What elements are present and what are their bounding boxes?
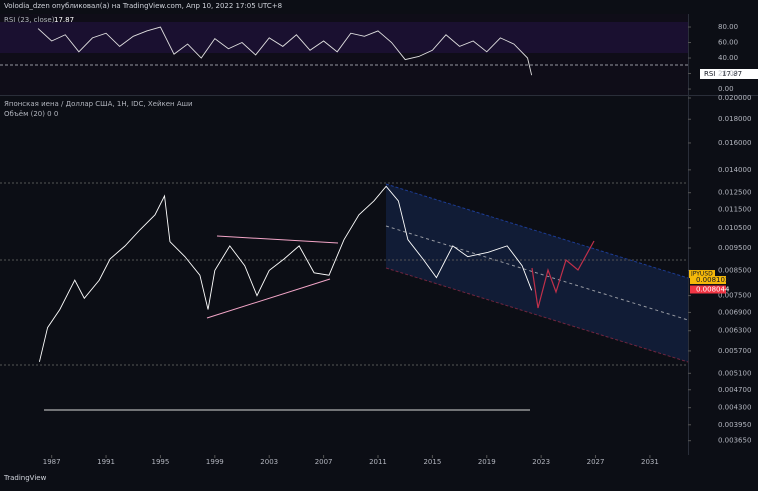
rsi-tick-label: 0.00 <box>718 85 734 93</box>
x-tick-label: 2015 <box>423 458 441 466</box>
x-tick-label: 2031 <box>641 458 659 466</box>
y-tick-label: 0.011500 <box>718 205 751 213</box>
rsi-badge <box>700 69 758 79</box>
x-tick-label: 2023 <box>532 458 550 466</box>
channel-mid <box>385 225 689 321</box>
rsi-tick-label: 40.00 <box>718 54 738 62</box>
y-tick-label: 0.018000 <box>718 115 751 123</box>
rsi-band <box>0 22 688 53</box>
last-price-badge <box>690 276 726 285</box>
rsi-legend-value: 17.87 <box>54 16 74 24</box>
y-tick-label: 0.008500 <box>718 266 751 274</box>
y-tick-label: 0.006900 <box>718 308 751 316</box>
trend-line <box>216 235 339 244</box>
rsi-tick-label: 20.00 <box>718 70 738 78</box>
x-tick-label: 2011 <box>369 458 387 466</box>
y-tick-label: 0.009500 <box>718 244 751 252</box>
symbol-badge <box>689 270 715 279</box>
symbol-badge-label: JPYUSD <box>690 271 713 278</box>
projection <box>531 240 595 309</box>
x-tick-label: 2027 <box>587 458 605 466</box>
rsi-badge-value: 17.87 <box>722 70 742 78</box>
x-tick-label: 2007 <box>315 458 333 466</box>
y-tick-label: 0.012500 <box>718 189 751 197</box>
volume-legend: Объём (20) 0 0 <box>4 110 58 118</box>
y-tick-label: 0.007500 <box>718 292 751 300</box>
channel-edge <box>385 183 689 279</box>
footer-logo: TradingView <box>3 474 47 482</box>
x-tick-label: 1991 <box>97 458 115 466</box>
y-tick-label: 0.005100 <box>718 369 751 377</box>
x-tick-label: 2003 <box>260 458 278 466</box>
price-line <box>38 185 533 362</box>
x-tick-label: 1995 <box>152 458 170 466</box>
trend-line <box>206 278 331 319</box>
rsi-tick-label: 80.00 <box>718 23 738 31</box>
last-price-label: 0.008103 <box>696 276 729 284</box>
rsi-line <box>37 26 533 76</box>
chart-title: Японская иена / Доллар США, 1Н, IDC, Хей… <box>4 100 193 108</box>
prev-price-badge <box>690 285 726 294</box>
rsi-tick-label: 60.00 <box>718 39 738 47</box>
header: Volodia_dzen опубликовал(а) на TradingVi… <box>4 2 282 10</box>
x-tick-label: 1999 <box>206 458 224 466</box>
y-tick-label: 0.003950 <box>718 421 751 429</box>
y-tick-label: 0.003650 <box>718 437 751 445</box>
channel-edge <box>385 267 689 363</box>
x-tick-label: 1987 <box>43 458 61 466</box>
y-tick-label: 0.014000 <box>718 166 751 174</box>
y-tick-label: 0.004700 <box>718 386 751 394</box>
y-tick-label: 0.020000 <box>718 94 751 102</box>
y-tick-label: 0.016000 <box>718 139 751 147</box>
y-tick-label: 0.006300 <box>718 327 751 335</box>
prev-price-label: 0.008044 <box>696 286 730 294</box>
rsi-badge-label: RSI <box>704 70 715 78</box>
y-tick-label: 0.005700 <box>718 347 751 355</box>
y-tick-label: 0.004300 <box>718 404 751 412</box>
rsi-legend: RSI (23, close) <box>4 16 55 24</box>
x-tick-label: 2019 <box>478 458 496 466</box>
y-tick-label: 0.010500 <box>718 224 751 232</box>
